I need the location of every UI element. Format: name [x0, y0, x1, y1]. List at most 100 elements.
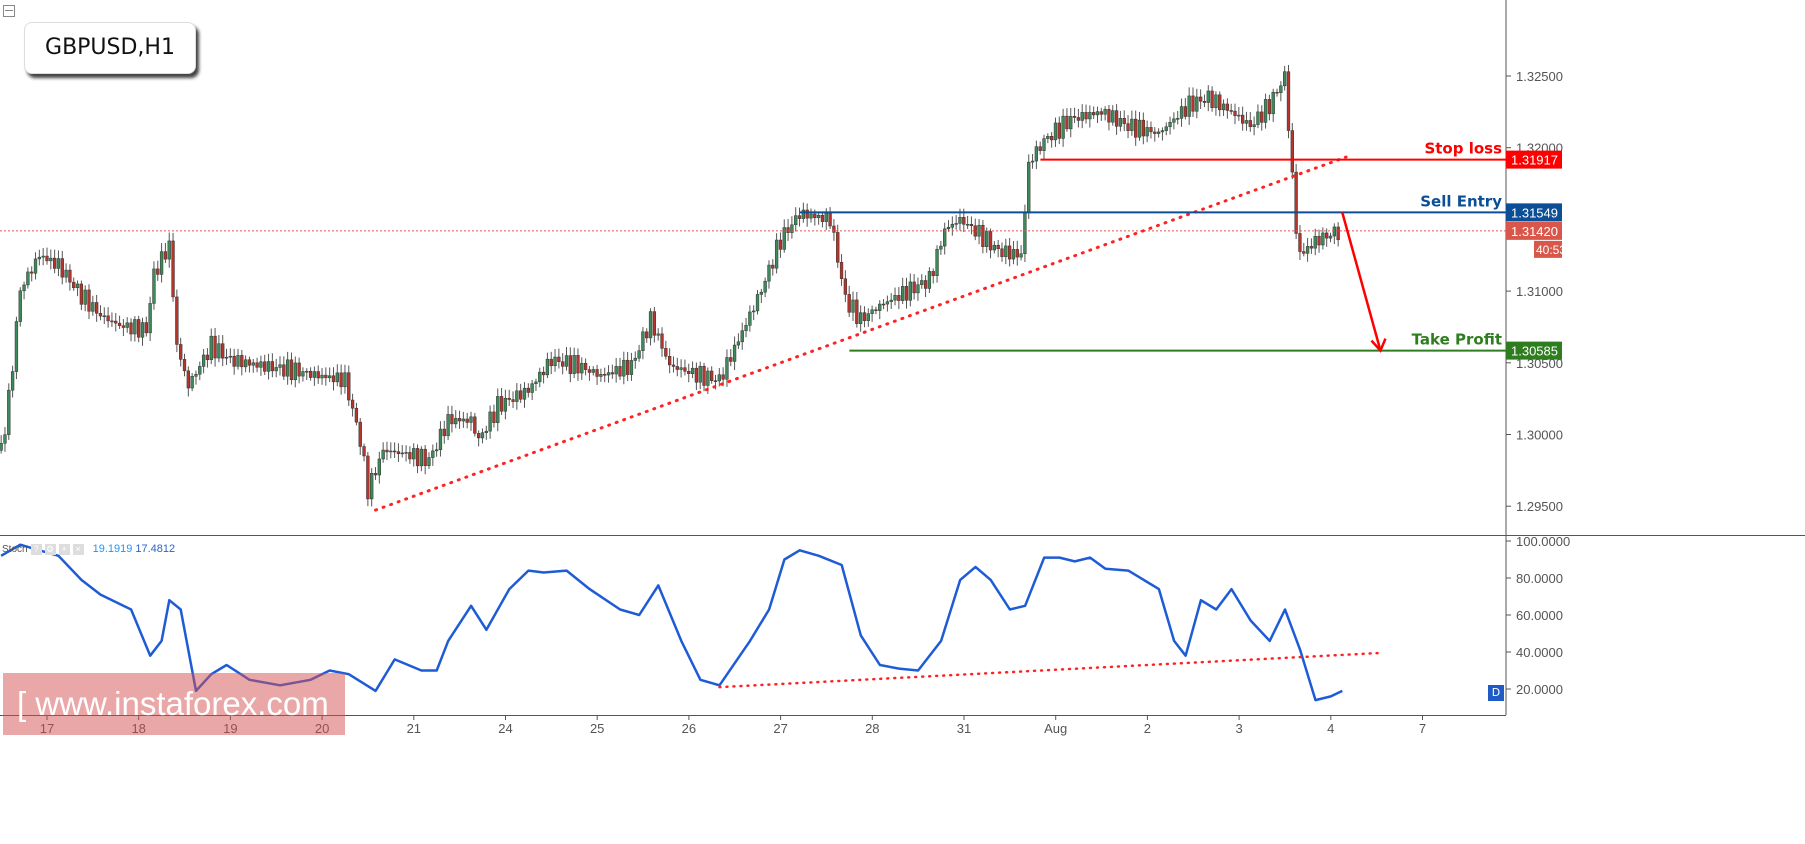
candle-body — [60, 258, 64, 278]
current-price-label: 1.31420 — [1511, 224, 1558, 239]
candle-body — [1015, 249, 1019, 258]
candle-body — [981, 224, 985, 247]
settings-icon[interactable]: ⚙ — [44, 543, 56, 555]
candle-body — [618, 366, 622, 377]
candle-body — [255, 362, 259, 368]
candle-body — [1252, 124, 1256, 127]
candle-body — [729, 357, 733, 362]
candle-body — [1332, 226, 1336, 237]
candle-body — [438, 428, 443, 450]
candle-body — [591, 369, 595, 373]
candle-body — [1050, 136, 1054, 141]
candle-body — [545, 358, 550, 376]
candle-body — [434, 449, 439, 452]
candle-body — [385, 449, 389, 453]
candle-body — [1092, 112, 1096, 116]
candle-body — [660, 333, 664, 349]
candle-body — [1141, 119, 1145, 137]
candle-body — [637, 350, 641, 359]
candle-body — [1313, 235, 1317, 249]
candle-body — [1011, 249, 1016, 260]
candle-body — [908, 281, 912, 301]
candle-body — [893, 295, 897, 301]
candle-body — [1080, 112, 1084, 121]
stoch-k-value: 19.1919 — [92, 543, 133, 555]
level-price-label: 1.31549 — [1511, 205, 1558, 220]
candle-body — [404, 452, 408, 454]
candle-body — [664, 348, 668, 357]
candle-body — [1210, 90, 1214, 108]
candle-body — [293, 362, 297, 380]
candle-body — [874, 309, 878, 312]
candle-body — [901, 286, 905, 301]
price-tick-label: 1.30000 — [1516, 428, 1563, 443]
candle-body — [1088, 112, 1092, 120]
close-icon[interactable]: × — [72, 543, 84, 555]
candle-body — [106, 315, 110, 322]
candle-body — [935, 248, 939, 276]
candle-body — [855, 299, 859, 324]
candle-body — [927, 271, 932, 289]
candle-body — [625, 359, 630, 375]
candle-body — [1233, 110, 1237, 116]
candle-body — [450, 414, 454, 425]
candle-body — [278, 364, 282, 368]
candle-body — [1061, 115, 1065, 139]
candle-body — [98, 312, 103, 317]
candle-body — [1294, 171, 1298, 234]
candle-body — [671, 364, 676, 367]
add-icon[interactable]: + — [58, 543, 70, 555]
candle-body — [335, 372, 339, 383]
candle-body — [1195, 96, 1199, 112]
candle-body — [412, 448, 416, 460]
candle-body — [247, 359, 252, 366]
interval-badge[interactable]: D — [1488, 685, 1504, 701]
candle-body — [1172, 118, 1176, 123]
candle-body — [958, 217, 962, 224]
candle-body — [350, 399, 355, 409]
candle-body — [748, 311, 752, 326]
candle-body — [668, 356, 672, 366]
candle-body — [186, 370, 190, 389]
candle-body — [816, 214, 821, 219]
candle-body — [366, 455, 370, 500]
candle-body — [156, 268, 160, 275]
stoch-trendline — [718, 651, 1382, 689]
candle-body — [446, 414, 450, 437]
candle-body — [22, 284, 26, 292]
candle-body — [1034, 146, 1039, 162]
candle-body — [0, 443, 3, 451]
candle-body — [465, 418, 469, 423]
candle-body — [431, 450, 435, 458]
candle-body — [221, 343, 225, 359]
candle-body — [1145, 127, 1149, 137]
time-tick-label: 2 — [1144, 721, 1151, 736]
candle-body — [549, 358, 553, 367]
candle-body — [457, 418, 462, 422]
candle-body — [645, 331, 649, 339]
candle-body — [809, 213, 813, 219]
candle-body — [1267, 99, 1272, 115]
candle-body — [1229, 110, 1233, 112]
candle-body — [652, 311, 657, 336]
candle-body — [557, 356, 561, 362]
candle-body — [72, 281, 76, 289]
countdown-badge — [1534, 240, 1562, 258]
help-icon[interactable]: ? — [30, 543, 42, 555]
candle-body — [477, 433, 481, 439]
candle-body — [985, 231, 989, 247]
candle-body — [1099, 111, 1103, 115]
candle-body — [339, 372, 343, 388]
candle-body — [576, 355, 580, 374]
countdown-label: 40:53 — [1536, 243, 1566, 257]
candle-body — [889, 299, 893, 302]
candle-body — [706, 370, 710, 386]
candle-body — [568, 355, 572, 374]
stoch-tick-label: 80.0000 — [1516, 571, 1563, 586]
time-tick-label: 27 — [773, 721, 787, 736]
time-tick-label: 3 — [1235, 721, 1242, 736]
candle-body — [133, 319, 137, 335]
collapse-pane-icon[interactable] — [3, 5, 15, 17]
candle-body — [824, 212, 828, 222]
